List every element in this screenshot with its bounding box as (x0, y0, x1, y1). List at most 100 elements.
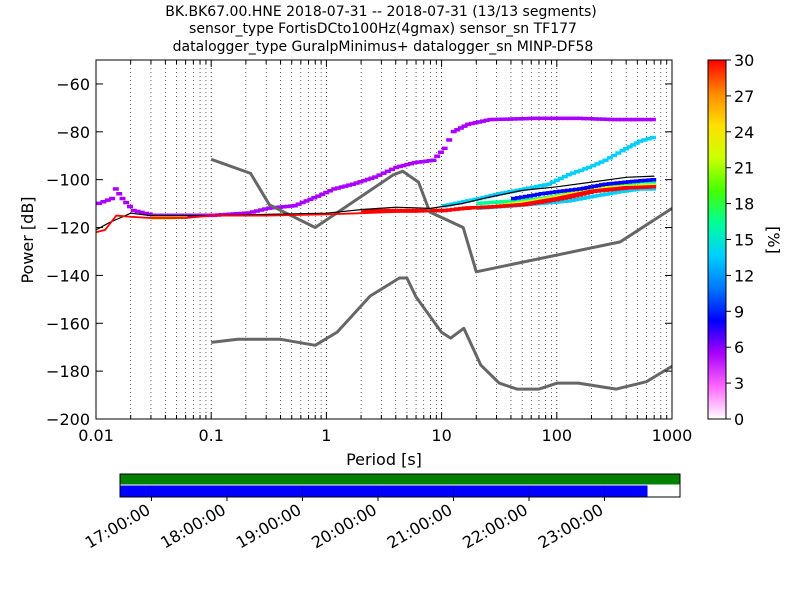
pdf-cell (626, 180, 633, 184)
pdf-cell (519, 200, 526, 205)
pdf-cell (626, 186, 633, 190)
pdf-cell (550, 116, 557, 121)
pdf-cell (587, 195, 594, 199)
pdf-cell (415, 160, 422, 164)
pdf-cell (454, 128, 461, 132)
pdf-cell (557, 176, 564, 181)
pdf-cell (146, 212, 153, 217)
pdf-cell (422, 159, 429, 163)
pdf-cell (453, 201, 460, 206)
pdf-cell (584, 191, 591, 195)
pdf-cell (641, 187, 648, 191)
pdf-cell (577, 116, 584, 121)
pdf-cell (123, 200, 130, 205)
pdf-cell (487, 117, 494, 122)
pdf-cell (569, 198, 576, 202)
pdf-cell (119, 196, 126, 201)
pdf-cell (541, 199, 548, 204)
pdf-cell (503, 117, 510, 121)
pdf-cell (499, 200, 506, 204)
pdf-cell (434, 154, 441, 158)
time-tick-label: 19:00:00 (233, 500, 305, 552)
pdf-cell (511, 117, 518, 121)
pdf-cell (594, 162, 601, 166)
pdf-cell (630, 188, 637, 192)
pdf-cell (399, 208, 406, 213)
x-tick-label: 10 (431, 426, 451, 445)
pdf-cell (549, 198, 556, 202)
pdf-cell (615, 190, 622, 194)
pdf-cell (637, 139, 644, 143)
pdf-cell (527, 116, 534, 121)
pdf-cell (396, 164, 403, 169)
pdf-cell (587, 190, 594, 194)
pdf-cell (599, 183, 605, 187)
y-tick-label: −160 (46, 314, 90, 333)
x-axis: 0.01 0.1 1 10 100 1000 (78, 60, 692, 445)
x-tick-label: 1000 (652, 426, 693, 445)
pdf-cell (495, 117, 502, 122)
pdf-cell (411, 160, 418, 165)
pdf-cell (595, 183, 602, 188)
pdf-cell (522, 187, 529, 191)
pdf-cell (646, 178, 653, 182)
pdf-cell (623, 189, 629, 193)
pdf-cell (288, 204, 295, 208)
pdf-cell (461, 206, 468, 210)
pdf-cell (476, 201, 483, 206)
pdf-cell (645, 187, 652, 191)
pdf-cell (633, 141, 640, 145)
timeline-border (119, 473, 681, 498)
pdf-cell (622, 180, 629, 184)
colorbar-tick-label: 12 (734, 266, 754, 285)
pdf-cell (226, 212, 233, 216)
pdf-cell (560, 189, 567, 193)
colorbar-tick-label: 27 (734, 87, 754, 106)
colorbar-tick-label: 6 (734, 338, 744, 357)
pdf-cell (419, 208, 426, 213)
pdf-cell (554, 116, 561, 121)
pdf-cell (557, 197, 564, 201)
pdf-cell (542, 116, 549, 121)
pdf-cell (569, 191, 575, 195)
pdf-cell (372, 175, 379, 179)
pdf-cell (327, 189, 334, 193)
pdf-cell (562, 199, 569, 203)
pdf-cell (457, 126, 464, 130)
y-axis-label: Power [dB] (18, 196, 37, 283)
pdf-cell (564, 188, 571, 193)
pdf-cell (622, 117, 629, 122)
colorbar-tick-label: 3 (734, 374, 744, 393)
pdf-cell (546, 191, 553, 195)
pdf-cell (580, 192, 587, 196)
coverage-bar-top (120, 474, 680, 485)
pdf-cell (487, 200, 494, 205)
pdf-cell (526, 202, 532, 206)
pdf-cell (460, 200, 467, 204)
pdf-cell (606, 182, 613, 186)
pdf-cell (503, 199, 510, 204)
pdf-cell (641, 117, 648, 122)
pdf-cell (626, 117, 633, 122)
pdf-cell (480, 195, 487, 200)
pdf-cell (388, 208, 395, 213)
pdf-cell (577, 189, 584, 194)
pdf-cell (584, 116, 591, 121)
pdf-cell (580, 116, 587, 121)
y-tick-label: −120 (46, 219, 90, 238)
pdf-cell (602, 158, 609, 162)
pdf-cell (177, 215, 184, 219)
pdf-cell (361, 178, 368, 183)
pdf-cell (499, 117, 506, 121)
pdf-cell (546, 116, 553, 121)
pdf-cell (109, 196, 116, 201)
pdf-cell (542, 191, 549, 195)
pdf-cell (584, 185, 591, 190)
pdf-cell (514, 188, 521, 193)
pdf-cell (484, 201, 490, 205)
pdf-cell (404, 162, 411, 167)
pdf-cell (277, 205, 284, 209)
pdf-cell (645, 117, 652, 122)
pdf-cell (262, 207, 269, 211)
pdf-cell (602, 186, 609, 190)
